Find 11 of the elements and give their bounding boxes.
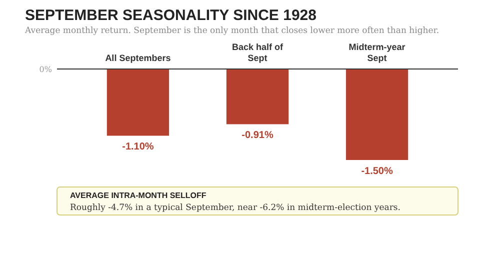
text: 0%	[39, 64, 52, 74]
x-tick-label: Back half of Sept	[232, 42, 284, 63]
x-tick-label: All Septembers	[105, 53, 171, 63]
data-label: -0.91%	[242, 130, 274, 142]
data-label: -1.10%	[122, 142, 154, 153]
text: Roughly -4.7% in a typical September, near -6.2% in midterm-election years.	[70, 203, 400, 213]
data-label: -1.50%	[361, 166, 393, 177]
x-tick-label: Midterm-year Sept	[348, 42, 406, 63]
chart-title: SEPTEMBER SEASONALITY SINCE 1928	[25, 7, 316, 24]
chart-subtitle: Average monthly return. September is the only month that closes lower more often than higher.	[24, 26, 440, 36]
text: AVERAGE INTRA-MONTH SELLOFF	[70, 191, 206, 200]
